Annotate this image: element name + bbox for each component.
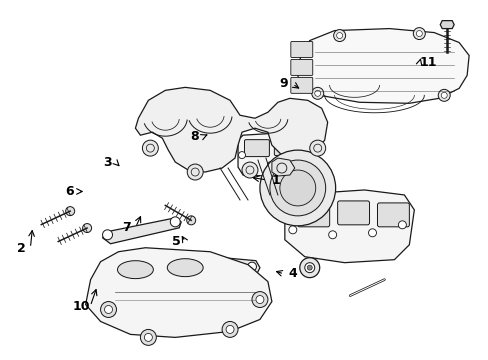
Polygon shape bbox=[295, 28, 468, 103]
FancyBboxPatch shape bbox=[274, 139, 299, 156]
Text: 10: 10 bbox=[72, 300, 90, 313]
Polygon shape bbox=[102, 218, 181, 244]
Circle shape bbox=[412, 28, 425, 40]
FancyBboxPatch shape bbox=[290, 77, 312, 93]
Circle shape bbox=[415, 31, 422, 37]
Polygon shape bbox=[85, 248, 271, 337]
Circle shape bbox=[101, 302, 116, 318]
Circle shape bbox=[225, 325, 234, 333]
Polygon shape bbox=[285, 190, 413, 263]
Circle shape bbox=[437, 89, 449, 101]
Circle shape bbox=[144, 333, 152, 341]
Circle shape bbox=[398, 221, 406, 229]
Polygon shape bbox=[238, 132, 305, 177]
Circle shape bbox=[170, 217, 180, 227]
Polygon shape bbox=[135, 87, 327, 172]
Circle shape bbox=[304, 263, 314, 273]
Circle shape bbox=[269, 160, 325, 216]
Ellipse shape bbox=[117, 261, 153, 279]
Circle shape bbox=[336, 32, 342, 39]
Circle shape bbox=[294, 152, 301, 159]
Text: 2: 2 bbox=[17, 242, 26, 255]
Text: 5: 5 bbox=[172, 235, 180, 248]
Circle shape bbox=[104, 306, 112, 314]
Circle shape bbox=[238, 152, 245, 159]
FancyBboxPatch shape bbox=[290, 59, 312, 75]
FancyBboxPatch shape bbox=[244, 140, 269, 157]
Circle shape bbox=[288, 226, 296, 234]
FancyBboxPatch shape bbox=[337, 201, 369, 225]
Circle shape bbox=[102, 230, 112, 240]
Text: 3: 3 bbox=[102, 156, 111, 169]
Circle shape bbox=[219, 262, 228, 271]
Circle shape bbox=[186, 216, 195, 225]
Text: 8: 8 bbox=[190, 130, 199, 143]
Circle shape bbox=[311, 87, 323, 99]
Circle shape bbox=[65, 207, 75, 216]
Polygon shape bbox=[439, 21, 453, 28]
Circle shape bbox=[314, 90, 320, 96]
Polygon shape bbox=[271, 158, 294, 176]
Circle shape bbox=[368, 229, 376, 237]
Circle shape bbox=[247, 262, 256, 271]
Text: 7: 7 bbox=[122, 221, 131, 234]
Circle shape bbox=[140, 329, 156, 345]
FancyBboxPatch shape bbox=[290, 41, 312, 58]
Text: 9: 9 bbox=[279, 77, 287, 90]
Circle shape bbox=[242, 162, 258, 178]
FancyBboxPatch shape bbox=[377, 203, 408, 227]
Circle shape bbox=[142, 140, 158, 156]
Ellipse shape bbox=[167, 259, 203, 276]
Circle shape bbox=[279, 170, 315, 206]
Circle shape bbox=[260, 150, 335, 226]
Circle shape bbox=[187, 164, 203, 180]
Circle shape bbox=[333, 30, 345, 41]
Circle shape bbox=[328, 231, 336, 239]
Circle shape bbox=[267, 162, 274, 168]
Circle shape bbox=[299, 258, 319, 278]
Circle shape bbox=[306, 265, 312, 270]
Text: 6: 6 bbox=[65, 185, 73, 198]
Circle shape bbox=[255, 296, 264, 303]
FancyBboxPatch shape bbox=[297, 203, 329, 227]
Circle shape bbox=[440, 92, 447, 98]
Circle shape bbox=[251, 292, 267, 307]
Circle shape bbox=[309, 140, 325, 156]
Polygon shape bbox=[218, 258, 260, 276]
Text: 1: 1 bbox=[271, 174, 280, 186]
Text: 4: 4 bbox=[288, 267, 297, 280]
Circle shape bbox=[82, 224, 91, 233]
Circle shape bbox=[222, 321, 238, 337]
Text: 11: 11 bbox=[419, 56, 436, 69]
